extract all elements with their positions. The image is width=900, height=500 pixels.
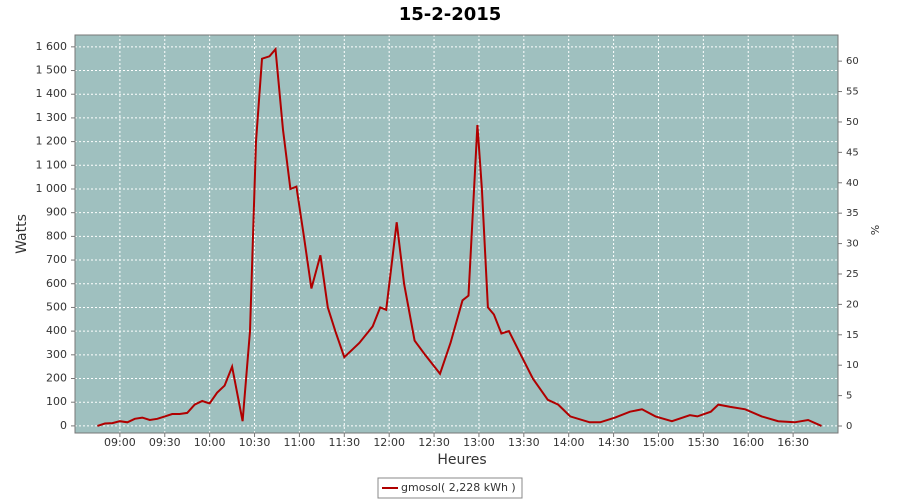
x-tick-label: 10:00	[194, 436, 226, 449]
legend-box	[377, 477, 523, 499]
y2-tick-label: 0	[846, 421, 852, 432]
y2-tick-label: 40	[846, 178, 859, 189]
y2-tick-label: 30	[846, 239, 859, 250]
y-tick-label: 1 000	[36, 182, 68, 195]
x-tick-label: 09:00	[104, 436, 136, 449]
y2-tick-label: 35	[846, 208, 859, 219]
y-tick-label: 900	[46, 206, 67, 219]
y-tick-label: 100	[46, 395, 67, 408]
y2-tick-label: 5	[846, 391, 852, 402]
plot-area	[74, 34, 839, 434]
y-tick-label: 1 600	[36, 40, 68, 53]
x-tick-label: 13:30	[508, 436, 540, 449]
data-line	[97, 46, 822, 427]
x-tick-label: 12:00	[373, 436, 405, 449]
y2-tick-label: 50	[846, 117, 859, 128]
y-tick-label: 600	[46, 277, 67, 290]
x-tick-label: 14:00	[553, 436, 585, 449]
y-tick-label: 1 500	[36, 64, 68, 77]
y2-tick-label: 10	[846, 360, 859, 371]
x-tick-label: 11:00	[284, 436, 316, 449]
y-tick-label: 1 100	[36, 158, 68, 171]
y2-tick-label: 25	[846, 269, 859, 280]
x-tick-label: 16:30	[777, 436, 809, 449]
x-tick-label: 14:30	[598, 436, 630, 449]
x-tick-label: 16:00	[732, 436, 764, 449]
y-tick-label: 1 400	[36, 87, 68, 100]
x-tick-label: 09:30	[149, 436, 181, 449]
x-tick-label: 11:30	[328, 436, 360, 449]
y2-tick-label: 45	[846, 147, 859, 158]
y2-tick-label: 60	[846, 56, 859, 67]
x-tick-label: 12:30	[418, 436, 450, 449]
y-tick-label: 500	[46, 300, 67, 313]
x-tick-label: 10:30	[239, 436, 271, 449]
y-tick-label: 300	[46, 348, 67, 361]
x-axis-label: Heures	[437, 452, 486, 468]
y2-tick-label: 55	[846, 87, 859, 98]
x-tick-label: 13:00	[463, 436, 495, 449]
y2-tick-label: 20	[846, 299, 859, 310]
legend-label: gmosol( 2,228 kWh )	[401, 481, 516, 494]
y-tick-label: 1 200	[36, 135, 68, 148]
x-tick-label: 15:00	[643, 436, 675, 449]
y-tick-label: 1 300	[36, 111, 68, 124]
y-tick-label: 700	[46, 253, 67, 266]
y-tick-label: 400	[46, 324, 67, 337]
y-tick-label: 800	[46, 229, 67, 242]
y-tick-label: 200	[46, 372, 67, 385]
y2-tick-label: 15	[846, 330, 859, 341]
x-tick-label: 15:30	[688, 436, 720, 449]
y-axis-label: Watts	[14, 214, 30, 254]
plot-border	[74, 34, 839, 434]
chart-title: 15-2-2015	[399, 4, 502, 25]
y2-axis-label: %	[868, 225, 881, 235]
y-tick-label: 0	[60, 419, 67, 432]
